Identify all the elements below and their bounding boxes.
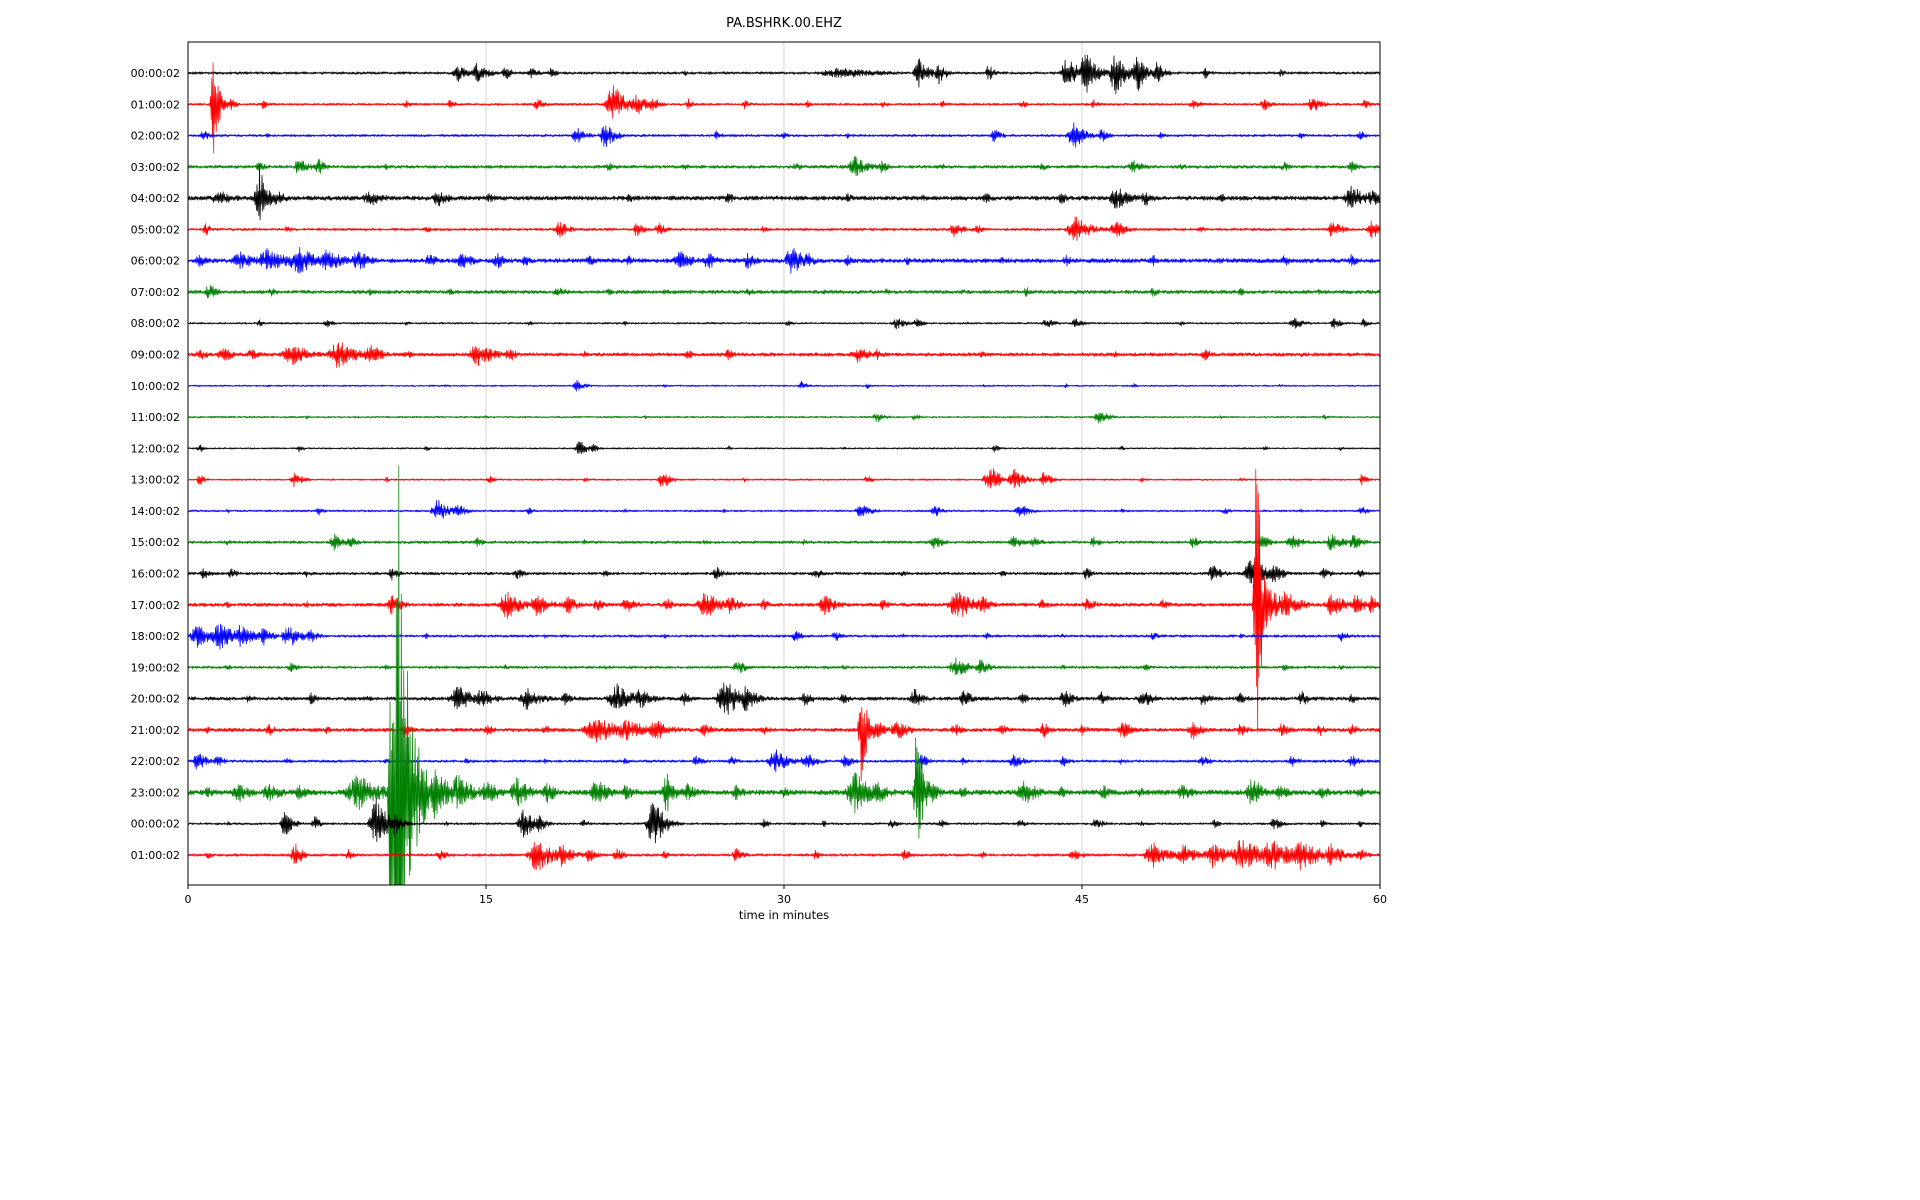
waveform-trace <box>188 706 1380 782</box>
x-tick-label: 30 <box>777 893 791 906</box>
x-tick-label: 60 <box>1373 893 1387 906</box>
row-label: 00:00:02 <box>131 67 180 80</box>
waveform-trace <box>188 122 1380 148</box>
row-label: 17:00:02 <box>131 599 180 612</box>
chart-title: PA.BSHRK.00.EHZ <box>726 16 842 31</box>
waveform-trace <box>188 682 1380 715</box>
row-label: 07:00:02 <box>131 286 180 299</box>
waveform-trace <box>188 468 1380 733</box>
row-label: 08:00:02 <box>131 317 180 330</box>
waveform-trace <box>188 441 1380 455</box>
waveform-trace <box>188 465 1380 885</box>
row-label: 23:00:02 <box>131 786 180 799</box>
row-label: 01:00:02 <box>131 849 180 862</box>
waveform-trace <box>188 284 1380 299</box>
x-tick-label: 45 <box>1075 893 1089 906</box>
waveform-trace <box>188 54 1380 94</box>
row-label: 22:00:02 <box>131 755 180 768</box>
x-axis-label: time in minutes <box>739 908 829 922</box>
row-label: 16:00:02 <box>131 567 180 580</box>
row-label: 19:00:02 <box>131 661 180 674</box>
waveform-trace <box>188 533 1380 551</box>
row-label: 11:00:02 <box>131 411 180 424</box>
waveform-trace <box>188 216 1380 241</box>
row-label: 04:00:02 <box>131 192 180 205</box>
row-label: 15:00:02 <box>131 536 180 549</box>
waveform-trace <box>188 247 1380 274</box>
waveform-trace <box>188 839 1380 871</box>
waveform-trace <box>188 623 1380 650</box>
row-label: 00:00:02 <box>131 818 180 831</box>
row-label: 03:00:02 <box>131 161 180 174</box>
waveform-trace <box>188 657 1380 676</box>
waveform-trace <box>188 379 1380 392</box>
waveform-trace <box>188 317 1380 330</box>
waveform-trace <box>188 749 1380 773</box>
waveform-trace <box>188 499 1380 519</box>
waveform-trace <box>188 62 1380 154</box>
row-label: 01:00:02 <box>131 98 180 111</box>
row-label: 05:00:02 <box>131 223 180 236</box>
waveform-trace <box>188 342 1380 368</box>
row-label: 06:00:02 <box>131 255 180 268</box>
row-label: 13:00:02 <box>131 474 180 487</box>
waveform-trace <box>188 156 1380 177</box>
row-label: 10:00:02 <box>131 380 180 393</box>
row-label: 21:00:02 <box>131 724 180 737</box>
row-label: 18:00:02 <box>131 630 180 643</box>
waveform-trace <box>188 164 1380 221</box>
waveform-trace <box>188 560 1380 589</box>
waveform-trace <box>188 468 1380 489</box>
row-label: 09:00:02 <box>131 349 180 362</box>
x-tick-label: 0 <box>185 893 192 906</box>
row-label: 12:00:02 <box>131 442 180 455</box>
x-tick-label: 15 <box>479 893 493 906</box>
trace-group <box>188 54 1380 885</box>
waveform-trace <box>188 798 1380 844</box>
row-label: 20:00:02 <box>131 693 180 706</box>
waveform-trace <box>188 412 1380 424</box>
row-label: 14:00:02 <box>131 505 180 518</box>
row-label: 02:00:02 <box>131 130 180 143</box>
